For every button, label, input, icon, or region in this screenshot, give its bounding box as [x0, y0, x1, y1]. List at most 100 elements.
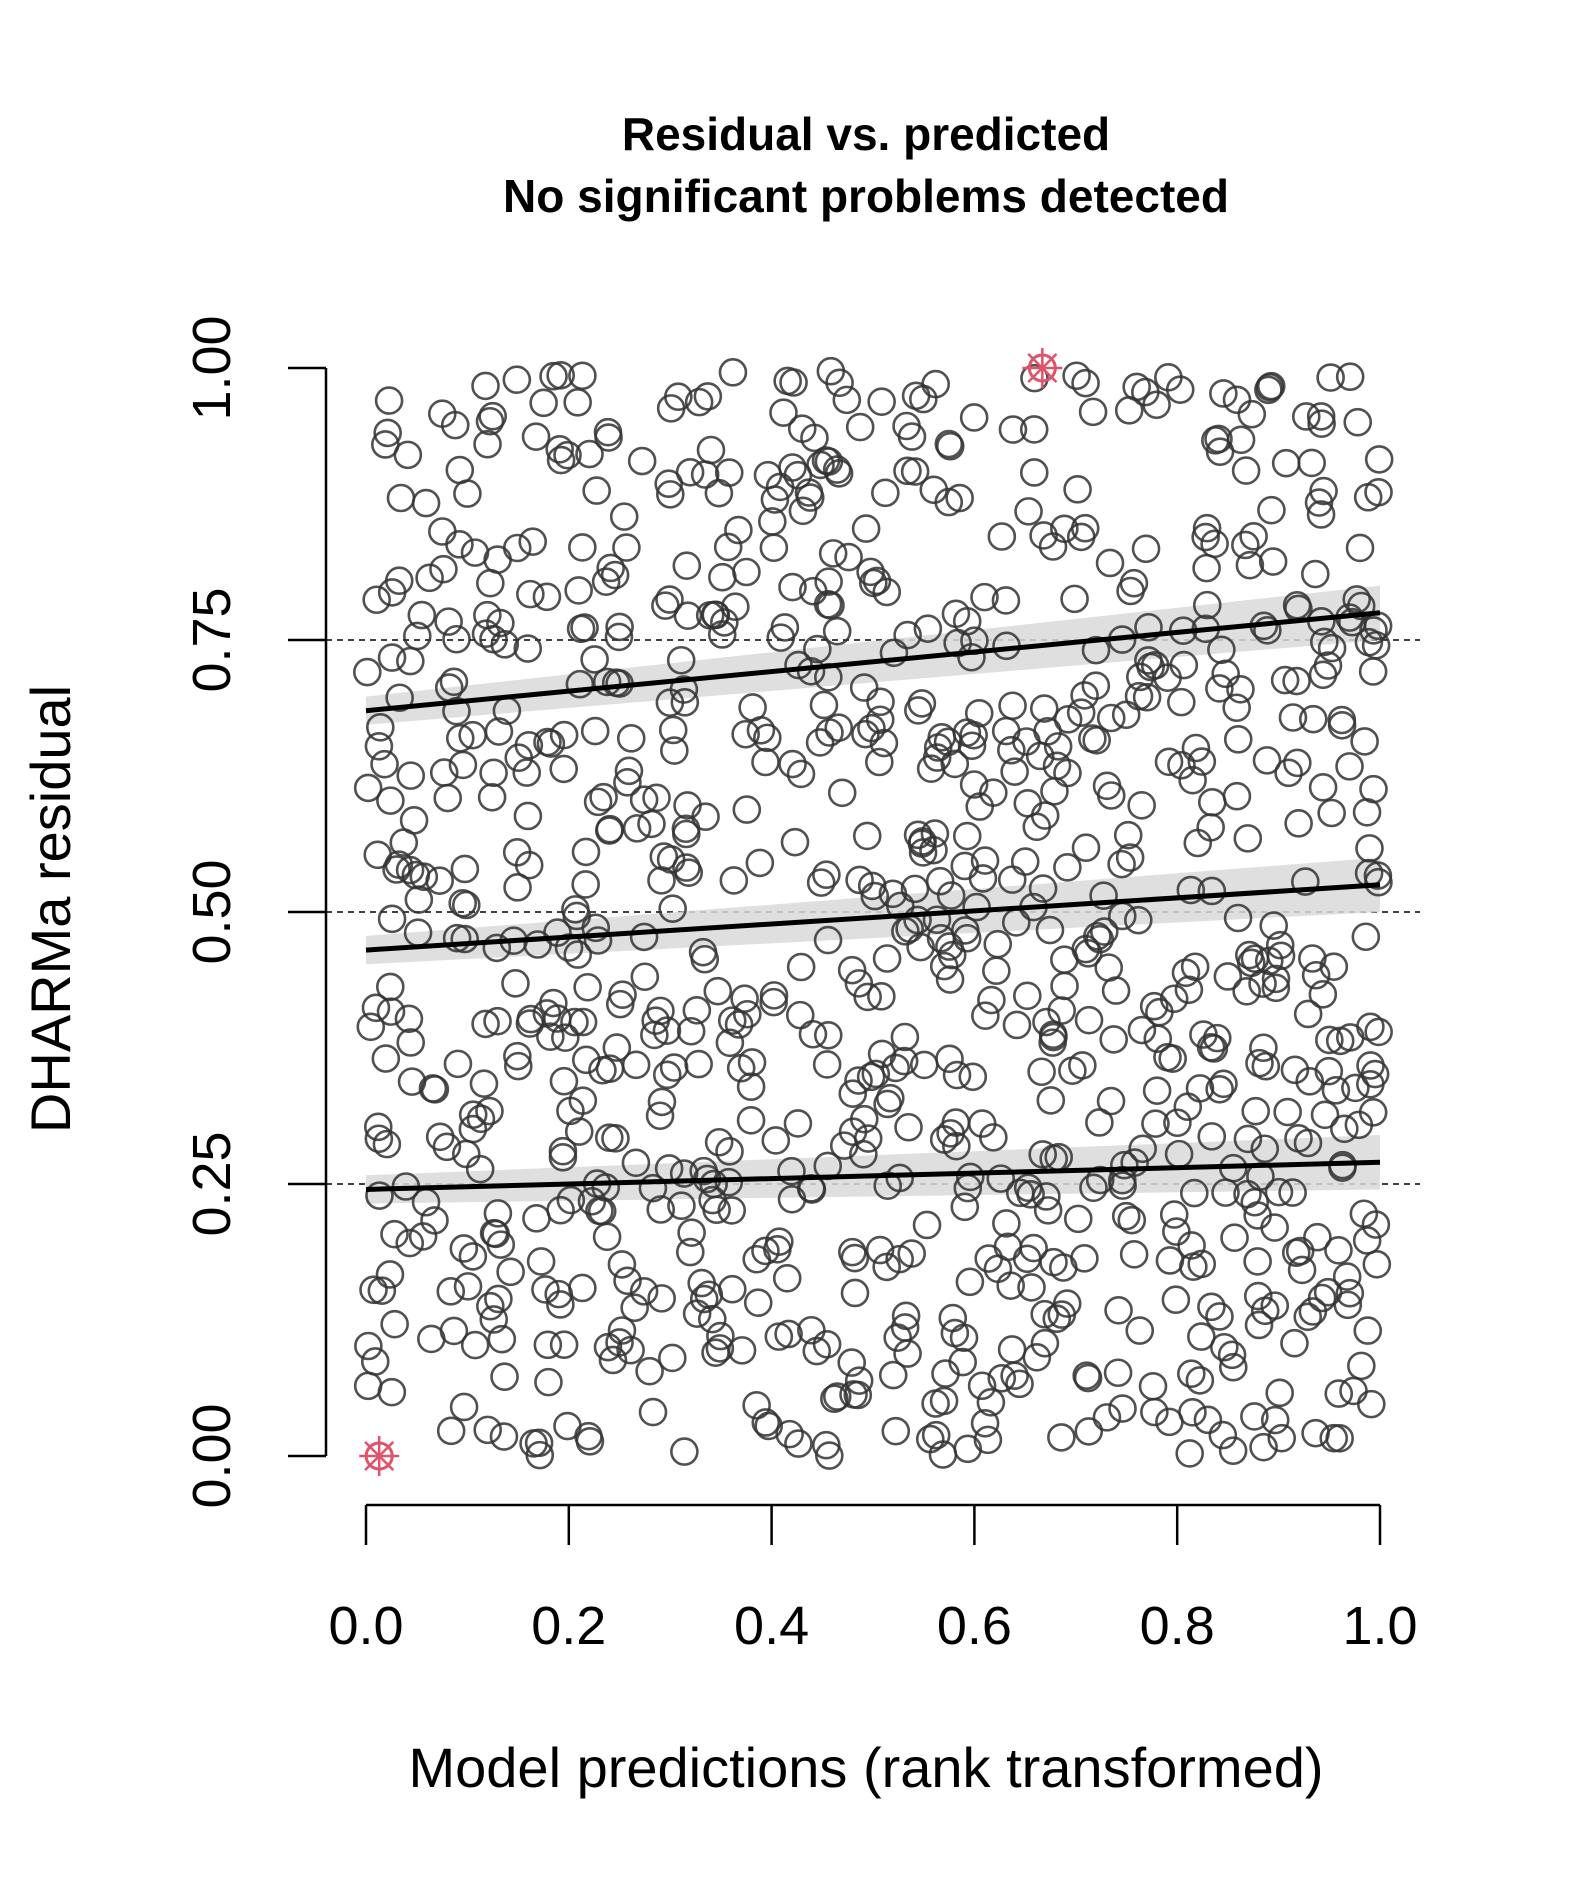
data-point: [376, 997, 406, 1026]
data-point: [450, 924, 480, 954]
data-point: [893, 1339, 922, 1368]
data-point: [867, 387, 896, 416]
data-point: [458, 1242, 488, 1271]
data-point: [861, 1059, 891, 1089]
data-point: [844, 969, 874, 998]
data-point: [813, 1020, 843, 1050]
data-point: [449, 1392, 479, 1422]
data-point: [565, 669, 595, 699]
data-point: [445, 455, 475, 485]
data-point: [1187, 1249, 1217, 1279]
data-point: [645, 1101, 675, 1131]
data-point: [1321, 1076, 1351, 1105]
data-point: [684, 387, 714, 417]
data-point: [1261, 973, 1291, 1003]
data-point: [719, 866, 749, 895]
data-point: [1362, 1249, 1392, 1279]
data-point: [1050, 514, 1079, 544]
data-point: [1127, 1015, 1157, 1045]
data-point: [449, 1234, 479, 1263]
data-point: [1325, 1026, 1355, 1056]
data-point: [471, 371, 500, 401]
data-point: [450, 854, 480, 884]
data-point: [1159, 984, 1189, 1014]
data-point: [958, 1062, 988, 1092]
data-point: [991, 716, 1021, 746]
data-point: [600, 560, 630, 590]
data-point: [786, 759, 816, 789]
data-point: [460, 1330, 490, 1360]
data-point: [1028, 1140, 1057, 1169]
data-point: [531, 1275, 560, 1304]
data-point: [583, 926, 613, 955]
data-point: [955, 1267, 985, 1297]
data-point: [605, 612, 634, 642]
data-point: [1308, 773, 1338, 802]
data-point: [724, 515, 753, 545]
quantile-line: [365, 610, 1381, 714]
data-point: [568, 1273, 597, 1303]
data-point: [460, 538, 490, 567]
data-point: [783, 1109, 813, 1138]
data-point: [1283, 748, 1312, 778]
data-point: [404, 885, 434, 914]
data-point: [759, 981, 789, 1010]
data-point: [451, 1139, 481, 1169]
data-point: [571, 1045, 601, 1075]
data-point: [1073, 939, 1103, 968]
data-point: [943, 628, 972, 658]
data-point: [822, 1382, 852, 1411]
data-point: [593, 417, 623, 447]
data-point: [548, 1142, 578, 1172]
data-point: [1261, 964, 1291, 994]
data-point: [356, 1012, 386, 1042]
data-point: [1244, 1310, 1274, 1340]
x-tick-label: 0.4: [734, 1596, 809, 1656]
data-point: [893, 456, 922, 486]
data-point: [1218, 1436, 1248, 1466]
data-point: [427, 399, 457, 428]
data-point: [1291, 402, 1321, 431]
data-point: [908, 827, 937, 856]
data-point: [1205, 1074, 1234, 1104]
data-point: [1193, 1405, 1223, 1435]
data-point: [1191, 522, 1220, 552]
data-point: [596, 553, 625, 583]
data-point: [1179, 1178, 1209, 1208]
data-point: [1233, 1124, 1263, 1154]
data-point: [1232, 976, 1261, 1006]
data-point: [487, 1324, 517, 1354]
data-point: [573, 972, 602, 1002]
data-point: [673, 791, 702, 820]
data-point: [1222, 693, 1251, 723]
data-point: [1356, 1389, 1386, 1419]
data-point: [922, 905, 952, 935]
data-point: [396, 761, 426, 790]
data-point: [652, 1060, 682, 1090]
data-point: [1217, 1340, 1247, 1370]
data-point: [865, 1235, 895, 1265]
data-point: [1310, 1100, 1340, 1130]
data-point: [445, 530, 474, 559]
data-point: [1240, 1402, 1269, 1431]
data-point: [433, 783, 463, 813]
data-point: [907, 689, 937, 718]
data-point: [865, 747, 894, 777]
data-point: [1252, 746, 1282, 775]
data-point: [1053, 853, 1082, 882]
data-point: [614, 756, 644, 786]
data-point: [670, 1437, 699, 1466]
data-point: [1019, 415, 1049, 444]
data-point: [775, 1419, 804, 1449]
data-point: [658, 715, 688, 745]
data-point: [1013, 789, 1043, 818]
data-point: [1243, 1247, 1272, 1276]
data-point: [627, 446, 657, 476]
data-point: [945, 483, 974, 513]
data-point: [595, 814, 625, 844]
data-point: [912, 1210, 942, 1240]
data-point: [380, 1219, 409, 1249]
data-point: [813, 590, 843, 619]
data-point: [704, 478, 734, 508]
data-point: [592, 1222, 622, 1252]
